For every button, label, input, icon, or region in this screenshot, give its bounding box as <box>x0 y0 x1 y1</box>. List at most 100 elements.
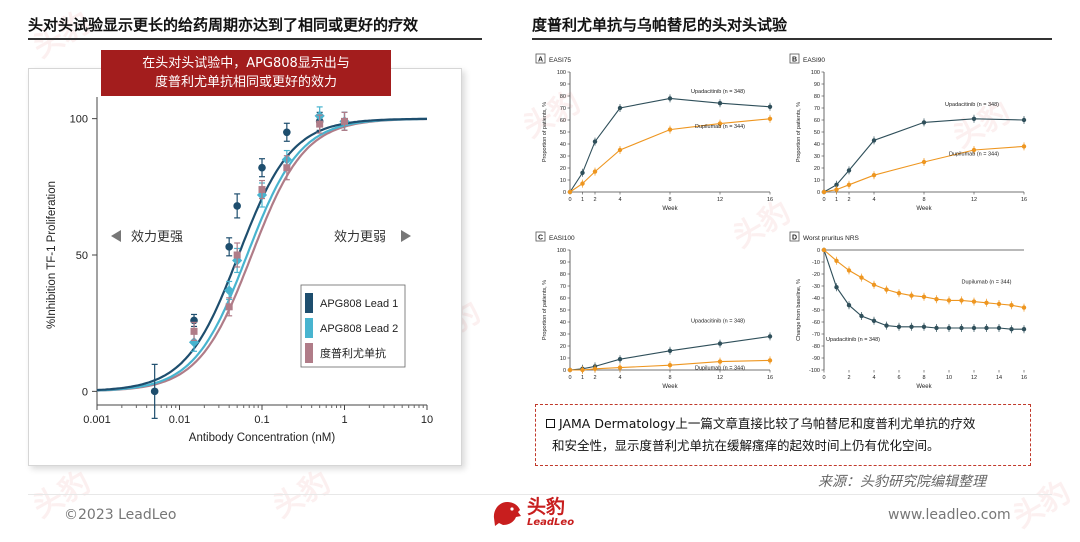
x-tick-label: 6 <box>897 375 900 381</box>
x-tick-label: 0 <box>568 197 571 203</box>
series-point <box>592 366 598 371</box>
data-point-lead2 <box>224 285 235 296</box>
x-tick-label: 12 <box>717 375 723 381</box>
y-tick-label: 100 <box>811 70 820 76</box>
panel-title: EASI75 <box>549 57 571 64</box>
series-point <box>934 325 939 331</box>
series-point <box>580 181 585 186</box>
x-tick-label: 12 <box>971 375 977 381</box>
y-tick-label: 40 <box>814 142 820 148</box>
panel-letter-box <box>789 53 800 64</box>
series-point <box>592 169 598 174</box>
x-tick-label: 1 <box>581 375 584 381</box>
x-tick-label: 4 <box>618 197 621 203</box>
panel-title: EASI90 <box>803 57 825 64</box>
series-point <box>1009 327 1014 332</box>
series-point <box>667 363 673 368</box>
series-point <box>617 147 623 153</box>
y-tick-label: 10 <box>814 178 820 184</box>
series-point <box>717 359 723 364</box>
series-label: Dupilumab (n = 344) <box>949 151 999 157</box>
panel-letter-box <box>535 53 546 64</box>
data-point-dupi <box>258 186 266 194</box>
y-tick-label: 80 <box>560 272 566 278</box>
x-tick-label: 2 <box>593 375 596 381</box>
series-point <box>971 116 977 122</box>
copyright-text: ©2023 LeadLeo <box>64 507 177 523</box>
series-line <box>569 97 771 193</box>
y-tick-label: 100 <box>557 70 566 76</box>
series-point <box>859 275 864 280</box>
y-tick-label: 10 <box>560 178 566 184</box>
x-tick-label: 0.01 <box>169 414 190 426</box>
x-tick-label: 2 <box>593 197 596 203</box>
y-tick-label: -70 <box>812 332 820 338</box>
arrow-right-label: 效力更弱 <box>334 229 386 244</box>
series-point <box>767 116 773 122</box>
panel-letter-box <box>789 231 800 242</box>
y-tick-label: 0 <box>82 386 88 398</box>
y-tick-label: 10 <box>560 356 566 362</box>
series-point <box>1021 305 1027 310</box>
series-point <box>871 318 877 323</box>
y-tick-label: 30 <box>560 332 566 338</box>
y-tick-label: -50 <box>812 308 820 314</box>
series-point <box>1021 144 1027 149</box>
x-tick-label: 1 <box>341 414 347 426</box>
data-point-dupi <box>341 117 348 125</box>
data-point-dupi <box>283 164 291 172</box>
y-tick-label: 0 <box>817 190 820 196</box>
x-axis-label: Week <box>662 384 678 390</box>
x-tick-label: 14 <box>996 375 1002 381</box>
x-tick-label: 12 <box>717 197 723 203</box>
right-title-divider <box>532 38 1052 40</box>
y-tick-label: 40 <box>560 142 566 148</box>
series-point <box>934 297 939 302</box>
series-point <box>821 189 827 195</box>
series-point <box>896 324 902 329</box>
y-tick-label: 50 <box>560 130 566 136</box>
y-tick-label: 50 <box>814 130 820 136</box>
logo-en-text: LeadLeo <box>527 517 575 528</box>
legend-label: 度普利尤单抗 <box>320 346 386 360</box>
x-tick-label: 0 <box>822 375 825 381</box>
series-point <box>971 299 977 304</box>
y-tick-label: -100 <box>809 368 820 374</box>
jama-note-box: JAMA Dermatology上一篇文章直接比较了乌帕替尼和度普利尤单抗的疗效… <box>535 404 1031 466</box>
callout-line-1: 在头对头试验中，APG808显示出与 <box>142 56 350 71</box>
series-point <box>617 357 623 362</box>
legend-label: APG808 Lead 1 <box>320 298 398 310</box>
x-tick-label: 10 <box>946 375 952 381</box>
callout-line-2: 度普利尤单抗相同或更好的效力 <box>154 75 337 90</box>
data-point-dupi <box>233 251 241 259</box>
y-tick-label: 90 <box>814 82 820 88</box>
series-point <box>921 324 927 329</box>
x-tick-label: 0.001 <box>83 414 111 426</box>
series-label: Upadacitinib (n = 348) <box>691 89 745 95</box>
x-axis-label: Week <box>916 206 932 212</box>
series-point <box>846 182 852 187</box>
x-tick-label: 4 <box>618 375 621 381</box>
series-point <box>871 173 877 178</box>
watermark: 头豹 <box>267 464 337 526</box>
x-tick-label: 12 <box>971 197 977 203</box>
series-point <box>767 334 773 339</box>
legend-swatch <box>305 343 313 363</box>
y-tick-label: 100 <box>557 248 566 254</box>
series-point <box>667 127 673 132</box>
y-axis-label: Proportion of patients, % <box>796 102 802 162</box>
series-point <box>834 285 839 290</box>
series-point <box>921 294 927 299</box>
series-point <box>884 287 889 292</box>
series-point <box>1009 303 1014 308</box>
series-point <box>971 325 977 331</box>
series-point <box>984 325 989 331</box>
series-point <box>896 291 902 296</box>
panel-letter: D <box>792 235 797 242</box>
y-tick-label: 20 <box>814 166 820 172</box>
y-tick-label: -30 <box>812 284 820 290</box>
y-tick-label: 20 <box>560 166 566 172</box>
series-point <box>846 303 852 308</box>
series-point <box>834 182 839 187</box>
